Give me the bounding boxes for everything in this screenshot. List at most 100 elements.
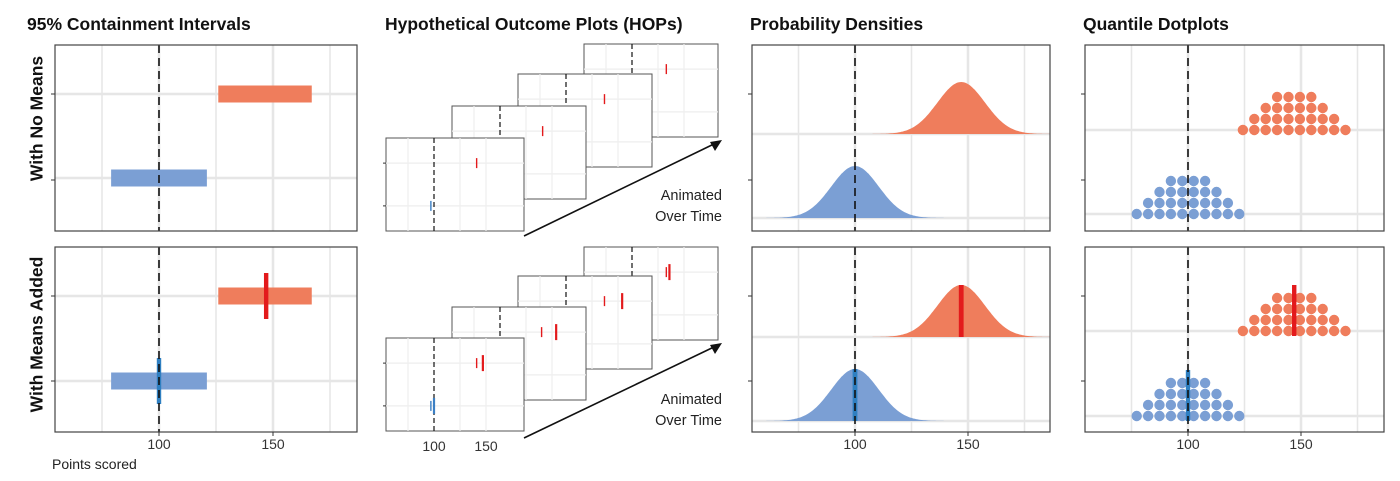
hops-caption-bottom-line2: Over Time [655,413,722,429]
densities-panel-0 [752,45,1050,231]
panel-background [752,247,1050,432]
dot-orange [1283,113,1294,125]
row-label-bottom: With Means Added [26,256,47,413]
interval-mean-orange [263,273,269,319]
densities-panel-1 [752,247,1050,432]
tick-label-dotplots-100: 100 [1176,436,1200,452]
dot-orange [1328,113,1340,125]
dot-blue [1211,399,1222,411]
dot-blue [1211,208,1222,220]
dot-blue [1199,186,1211,198]
dot-blue [1177,186,1188,198]
dot-orange [1294,325,1306,337]
hop-frame-1-0 [385,337,525,432]
dot-orange [1294,113,1306,125]
dot-blue [1142,410,1154,422]
tick-label-hops-150: 150 [474,438,498,454]
dot-orange [1249,113,1260,125]
hops-caption-top: Animated Over Time [600,186,722,228]
dot-orange [1283,124,1294,136]
densities-panel-border [751,44,1051,232]
dot-blue [1199,175,1211,187]
dot-orange [1317,303,1328,315]
panel-background [1085,247,1384,432]
tick-label-intervals-100: 100 [147,436,171,452]
dot-orange [1306,292,1317,304]
x-axis-label: Points scored [52,456,137,472]
dot-blue [1222,208,1234,220]
dot-blue [1199,208,1211,220]
dot-blue [1165,208,1177,220]
dot-blue [1154,410,1165,422]
panel-background [1085,45,1384,231]
dot-blue [1165,410,1177,422]
intervals-panel-border [54,246,358,433]
dot-blue [1165,377,1177,389]
dot-orange [1340,124,1351,136]
dot-blue [1211,388,1222,400]
dot-blue [1165,399,1177,411]
dot-orange [1306,124,1317,136]
dot-orange [1237,325,1249,337]
dot-blue [1188,208,1199,220]
dot-blue [1199,399,1211,411]
dot-orange [1294,91,1306,103]
tick-label-dotplots-150: 150 [1289,436,1313,452]
density-area-orange [866,82,1057,134]
dot-orange [1237,124,1249,136]
dot-orange [1283,292,1294,304]
dot-orange [1271,325,1283,337]
densities-panel-border [751,246,1051,433]
dot-orange [1271,303,1283,315]
title-intervals: 95% Containment Intervals [27,14,251,34]
dot-blue [1177,410,1188,422]
hop-frame-border [385,337,525,432]
dot-blue [1211,197,1222,209]
dot-orange [1328,314,1340,326]
dot-orange [1283,102,1294,114]
dot-blue [1211,410,1222,422]
dot-orange [1249,124,1260,136]
intervals-panel-0 [55,45,357,231]
dot-blue [1222,410,1234,422]
dot-orange [1294,102,1306,114]
dot-orange [1271,113,1283,125]
dot-orange [1271,91,1283,103]
dot-orange [1260,325,1271,337]
dotplots-panel-border [1084,44,1385,232]
panel-background [55,45,357,231]
dot-orange [1294,292,1306,304]
dot-blue [1154,186,1165,198]
interval-bar-orange [218,85,312,103]
dot-blue [1154,388,1165,400]
dot-blue [1188,377,1199,389]
dot-orange [1271,124,1283,136]
dot-orange [1306,113,1317,125]
tick-label-densities-100: 100 [843,436,867,452]
dot-orange [1294,314,1306,326]
dot-orange [1271,314,1283,326]
dot-blue [1177,399,1188,411]
animation-arrow-head [710,140,722,151]
dot-blue [1234,410,1245,422]
dot-blue [1165,175,1177,187]
dot-blue [1177,377,1188,389]
intervals-panel-1 [55,247,357,432]
dot-orange [1340,325,1351,337]
dot-orange [1306,102,1317,114]
dot-orange [1283,91,1294,103]
panel-background [55,247,357,432]
hops-caption-top-line1: Animated [660,188,722,204]
dot-orange [1271,292,1283,304]
dot-blue [1177,388,1188,400]
dot-blue [1177,208,1188,220]
dot-blue [1131,410,1142,422]
tick-label-hops-100: 100 [422,438,446,454]
dot-orange [1306,303,1317,315]
dot-orange [1249,325,1260,337]
dot-orange [1294,124,1306,136]
dot-orange [1260,124,1271,136]
dotplots-panel-border [1084,246,1385,433]
hops-caption-bottom: Animated Over Time [600,390,722,432]
dot-blue [1165,186,1177,198]
